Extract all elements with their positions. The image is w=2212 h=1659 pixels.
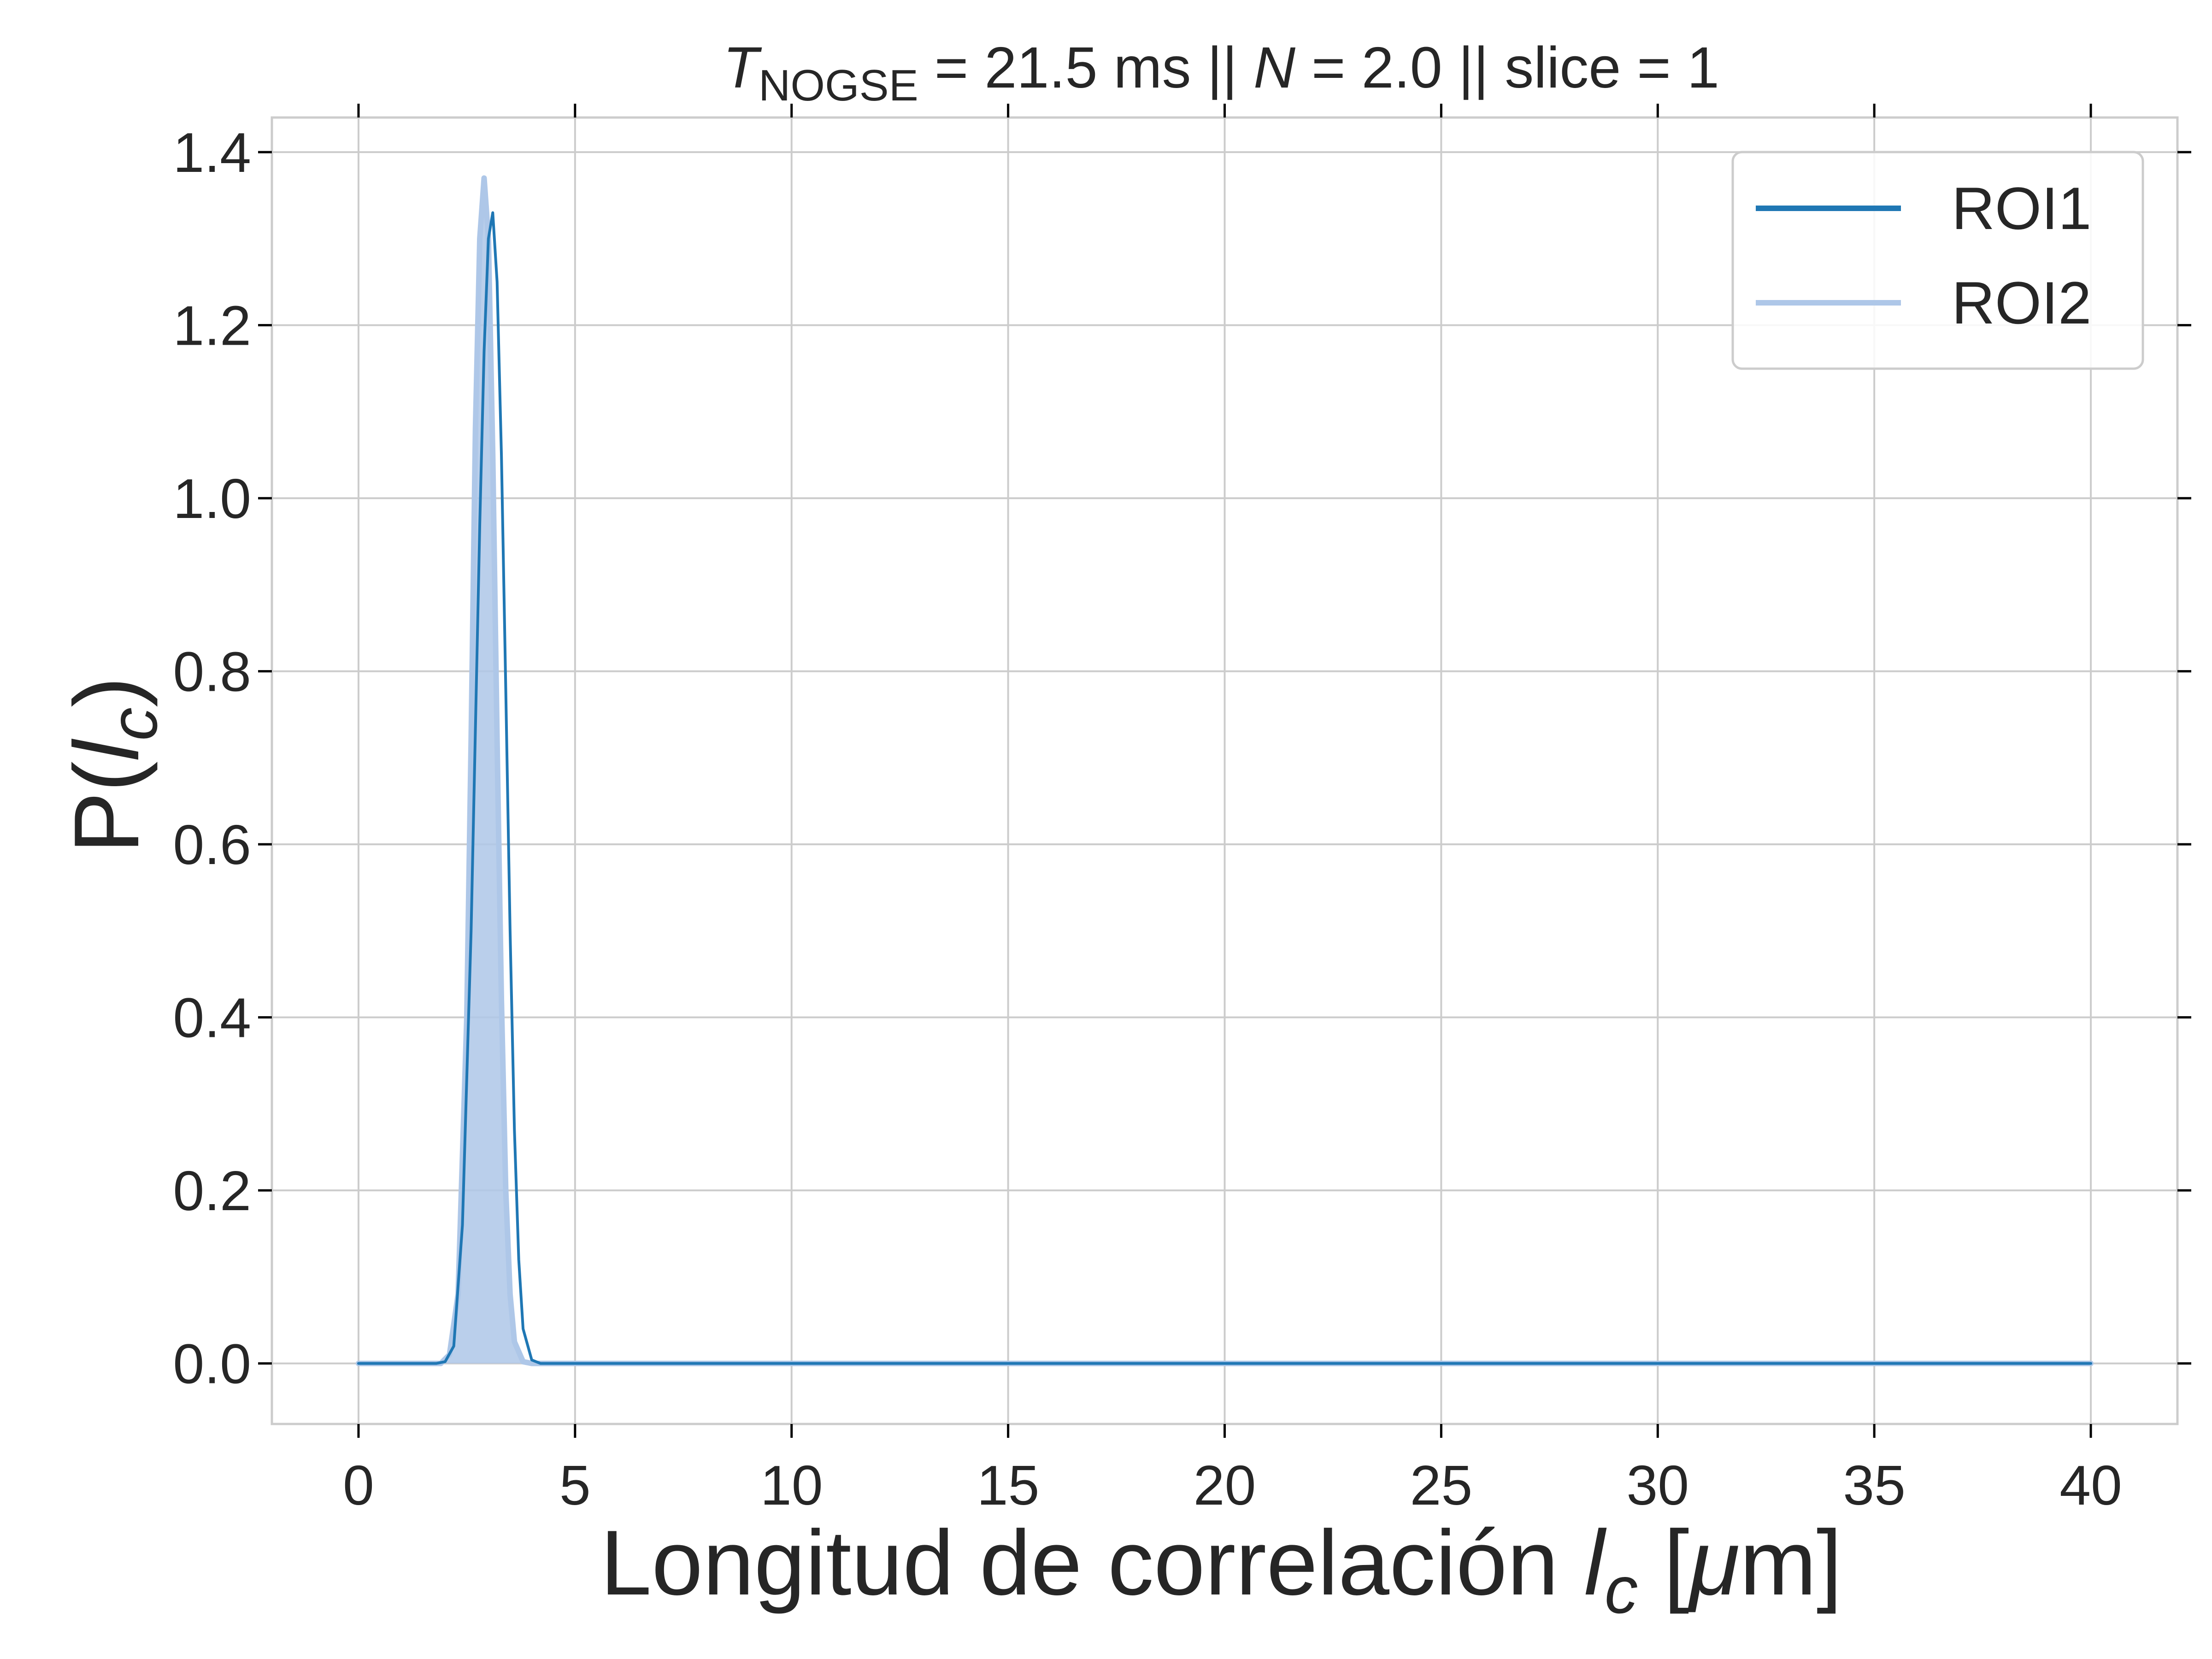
y-tick-label: 0.0	[173, 1333, 251, 1395]
plot-area	[355, 175, 2094, 1366]
x-tick-label: 30	[1626, 1454, 1689, 1517]
tick-labels: 0 5 10 15 20 25 30 35 40 0.0 0.2 0.4 0.6 0.8 1.0 1.2 1.4	[173, 121, 2122, 1517]
legend: ROI1 ROI2	[1731, 151, 2144, 370]
y-tick-label: 0.6	[173, 813, 251, 876]
x-axis-label: Longitud de correlación lc [μm]	[600, 1512, 1842, 1627]
x-tick-label: 25	[1410, 1454, 1473, 1517]
x-tick-label: 15	[977, 1454, 1040, 1517]
x-tick-label: 0	[343, 1454, 374, 1517]
y-tick-label: 0.4	[173, 987, 251, 1049]
legend-label-roi1: ROI1	[1952, 175, 2091, 242]
y-axis-label: P(lc)	[55, 677, 171, 853]
chart-title: TNOGSE = 21.5 ms || N = 2.0 || slice = 1	[723, 35, 1719, 110]
y-tick-label: 0.8	[173, 641, 251, 703]
x-tick-label: 10	[760, 1454, 823, 1517]
y-tick-label: 1.4	[173, 121, 251, 184]
x-tick-label: 35	[1843, 1454, 1906, 1517]
y-tick-label: 0.2	[173, 1159, 251, 1222]
series-line-roi1	[357, 211, 2093, 1365]
x-tick-label: 20	[1194, 1454, 1256, 1517]
y-tick-label: 1.0	[173, 467, 251, 530]
ticks	[258, 104, 2191, 1438]
x-tick-label: 5	[559, 1454, 591, 1517]
y-tick-label: 1.2	[173, 294, 251, 357]
x-tick-label: 40	[2059, 1454, 2122, 1517]
legend-label-roi2: ROI2	[1952, 269, 2091, 336]
